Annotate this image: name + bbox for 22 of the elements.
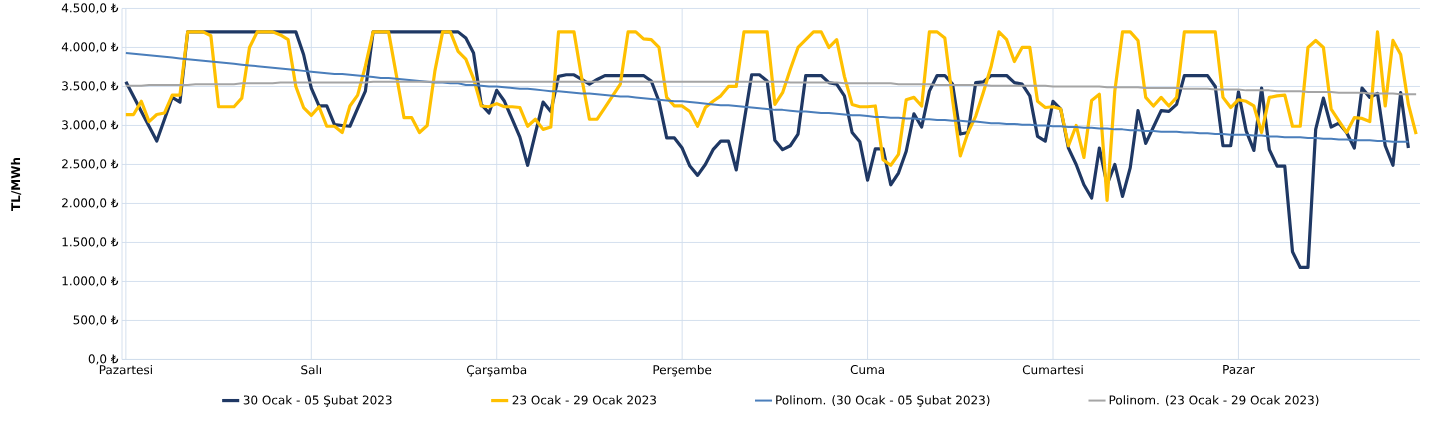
x-tick-label: Salı	[301, 364, 321, 375]
y-tick-label: 1.000,0 ₺	[62, 276, 119, 287]
y-tick-label: 1.500,0 ₺	[62, 237, 119, 248]
x-tick-label: Pazartesi	[99, 364, 152, 375]
y-tick-label: 500,0 ₺	[73, 315, 119, 326]
y-tick-label: 3.500,0 ₺	[62, 81, 119, 92]
legend-label: 23 Ocak - 29 Ocak 2023	[512, 395, 656, 405]
x-tick-label: Cumartesi	[1022, 364, 1083, 375]
legend-label: 30 Ocak - 05 Şubat 2023	[243, 395, 392, 407]
y-tick-label: 2.000,0 ₺	[62, 198, 119, 209]
y-tick-label: 0,0 ₺	[88, 354, 119, 365]
y-axis-title: TL/MWh	[10, 157, 22, 211]
legend-label: Polinom. (30 Ocak - 05 Şubat 2023)	[776, 395, 990, 407]
x-tick-label: Pazar	[1223, 364, 1255, 374]
y-tick-label: 2.500,0 ₺	[62, 159, 119, 170]
x-tick-label: Cuma	[850, 364, 884, 374]
legend-label: Polinom. (23 Ocak - 29 Ocak 2023)	[1109, 395, 1319, 406]
y-tick-label: 3.000,0 ₺	[62, 120, 119, 131]
x-tick-label: Çarşamba	[466, 364, 527, 377]
x-tick-label: Perşembe	[653, 364, 712, 377]
y-tick-label: 4.000,0 ₺	[61, 42, 119, 53]
y-tick-label: 4.500,0 ₺	[61, 3, 119, 14]
